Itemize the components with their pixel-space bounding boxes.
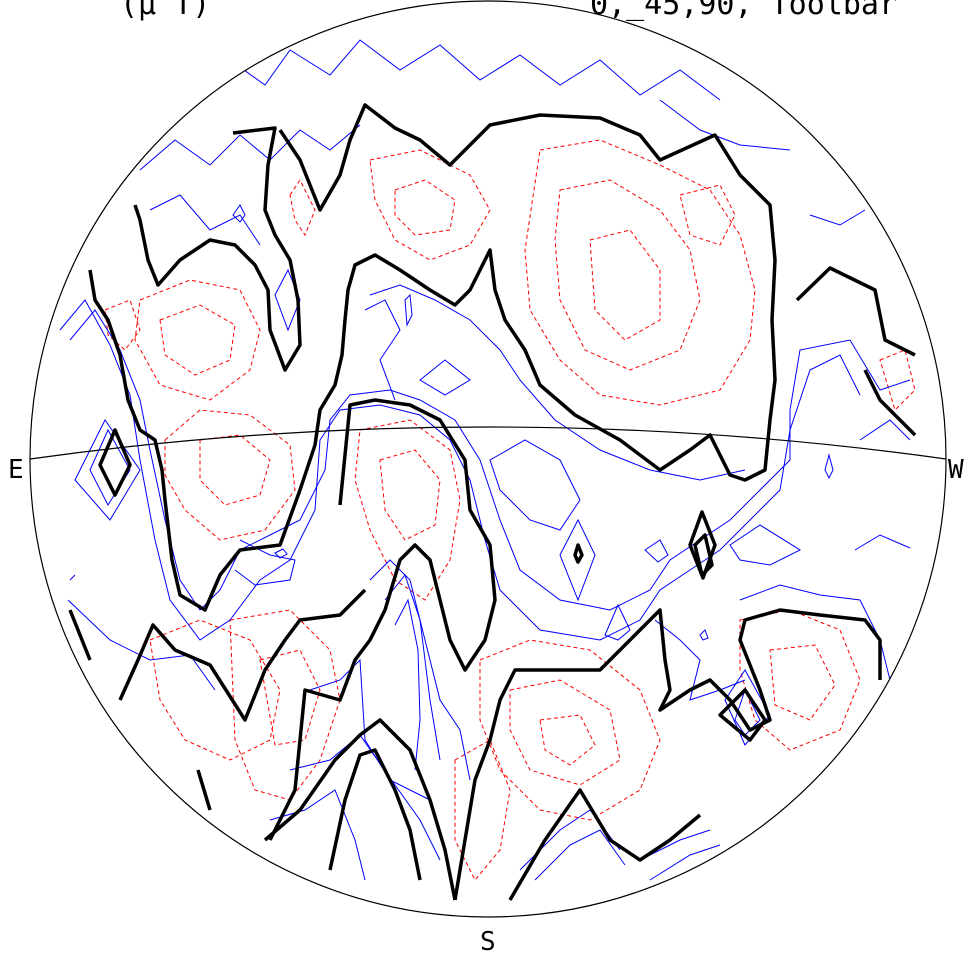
negative-contour	[289, 179, 316, 237]
zero-contour	[453, 608, 882, 901]
zero-contour	[133, 126, 302, 372]
zero-contour	[263, 718, 457, 901]
negative-contour	[259, 649, 321, 746]
positive-contour	[859, 419, 911, 441]
negative-contour	[524, 139, 756, 406]
negative-contour	[379, 449, 441, 541]
positive-contour	[274, 548, 288, 559]
south-label: S	[480, 927, 496, 957]
positive-contour	[384, 573, 441, 761]
positive-contour	[734, 688, 761, 736]
positive-contour	[232, 204, 246, 223]
zero-contour	[268, 398, 497, 841]
positive-contour	[364, 299, 401, 401]
positive-contour	[604, 603, 631, 641]
zero-contour	[863, 369, 917, 437]
positive-contour	[654, 619, 746, 701]
zero-contours	[68, 103, 917, 901]
positive-contour	[519, 809, 621, 871]
negative-contour	[104, 299, 141, 351]
positive-contour	[189, 39, 721, 101]
positive-contour	[419, 359, 471, 396]
positive-contour	[699, 629, 709, 641]
zero-contour	[508, 788, 702, 901]
negative-contour	[479, 639, 661, 821]
positive-contour	[69, 574, 76, 581]
zero-contour	[98, 428, 132, 497]
positive-contour	[67, 599, 216, 691]
positive-contour	[659, 99, 791, 151]
contour-layer	[59, 39, 917, 901]
east-label: E	[8, 455, 24, 485]
negative-contour	[354, 419, 461, 601]
zero-contour	[573, 543, 584, 564]
positive-contour	[89, 428, 131, 507]
negative-contour	[369, 149, 491, 261]
positive-contour	[724, 669, 771, 746]
negative-contour	[159, 304, 236, 376]
positive-contour	[534, 829, 626, 881]
header-right-fragment: 0,_45,90, Toolbar	[590, 0, 897, 22]
positive-contour	[149, 194, 261, 246]
west-label: W	[948, 455, 964, 485]
header-left-fragment: (μ T)	[120, 0, 210, 22]
negative-contour	[539, 714, 596, 766]
positive-contour	[394, 598, 421, 771]
negative-contour	[769, 644, 836, 721]
negative-contour	[149, 619, 281, 761]
zero-contour	[68, 609, 92, 661]
positive-contour	[854, 534, 911, 551]
positive-contour	[309, 658, 431, 801]
zero-contour	[688, 510, 717, 580]
positive-contour	[559, 518, 596, 602]
positive-contour	[739, 584, 891, 681]
great-circle	[29, 426, 947, 460]
positive-contour	[234, 539, 296, 586]
negative-contour	[164, 409, 296, 541]
positive-contour	[369, 284, 746, 481]
negative-contour	[589, 229, 661, 341]
positive-contour	[649, 844, 721, 881]
negative-contour	[229, 609, 341, 801]
positive-contour	[644, 539, 669, 563]
positive-contour	[489, 439, 581, 531]
negative-contour	[554, 179, 701, 371]
zero-contour	[88, 103, 777, 612]
positive-contour	[369, 559, 471, 781]
positive-contour	[139, 124, 361, 171]
positive-contour	[269, 789, 366, 881]
zero-contour	[795, 266, 916, 357]
negative-contour	[454, 739, 511, 881]
negative-contour	[879, 349, 916, 411]
negative-contour	[509, 679, 621, 786]
positive-contour	[274, 268, 301, 332]
positive-contour	[74, 419, 141, 521]
positive-contour	[729, 524, 802, 566]
zero-contour	[718, 688, 767, 742]
negative-contour	[679, 184, 736, 246]
zero-contour	[118, 588, 367, 722]
positive-contour	[639, 829, 711, 861]
positive-contour	[404, 293, 413, 327]
positive-contour	[824, 453, 834, 480]
negative-contour	[199, 434, 271, 506]
zero-contour	[328, 748, 422, 881]
positive-contour	[809, 209, 866, 226]
negative-contour	[739, 609, 861, 751]
zero-contour	[693, 533, 714, 577]
primitive-circle	[29, 0, 947, 918]
negative-contour	[134, 279, 261, 401]
zero-contour	[196, 769, 212, 811]
negative-contours	[104, 139, 916, 881]
negative-contour	[394, 179, 456, 236]
positive-contour	[289, 734, 441, 861]
